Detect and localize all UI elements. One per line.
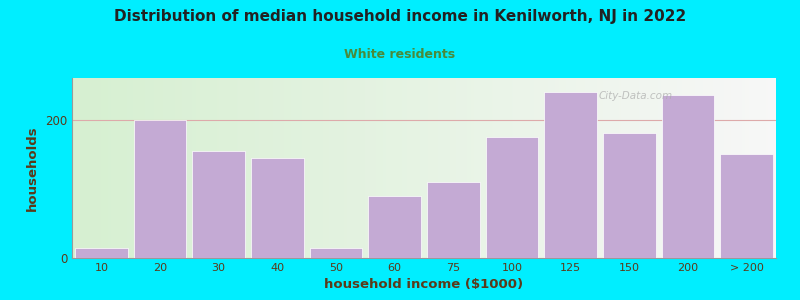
Bar [486,137,538,258]
Bar [75,248,128,258]
Text: Distribution of median household income in Kenilworth, NJ in 2022: Distribution of median household income … [114,9,686,24]
Bar [603,134,656,258]
Bar [310,248,362,258]
Y-axis label: households: households [26,125,39,211]
X-axis label: household income ($1000): household income ($1000) [325,278,523,291]
Bar [427,182,480,258]
Bar [720,154,773,258]
Bar [192,151,245,258]
Bar [368,196,421,258]
Bar [251,158,304,258]
Bar [134,119,186,258]
Text: City-Data.com: City-Data.com [598,91,672,101]
Bar [544,92,597,258]
Bar [662,95,714,258]
Text: White residents: White residents [345,48,455,61]
